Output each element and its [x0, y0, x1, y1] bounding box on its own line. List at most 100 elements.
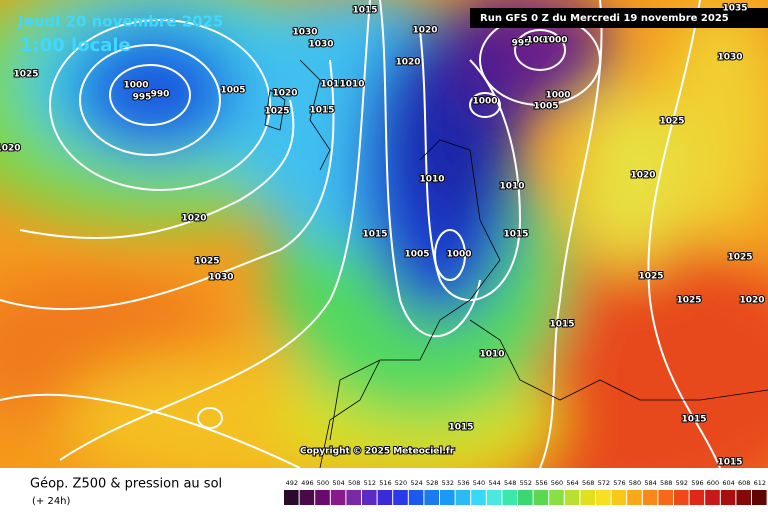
- isobar-label: 1015: [320, 80, 345, 90]
- isobar-label: 1015: [681, 415, 706, 425]
- scale-label: 584: [644, 479, 656, 487]
- isobar-label: 1015: [448, 423, 473, 433]
- scale-label: 556: [535, 479, 547, 487]
- forecast-date: Jeudi 20 novembre 2025: [17, 13, 223, 31]
- scale-swatch: [362, 490, 377, 505]
- isobar-label: 1010: [419, 175, 444, 185]
- scale-label: 604: [722, 479, 734, 487]
- scale-label: 596: [691, 479, 703, 487]
- footer-title: Géop. Z500 & pression au sol: [30, 477, 222, 492]
- scale-label: 564: [566, 479, 578, 487]
- isobar-label: 990: [151, 90, 170, 100]
- scale-label: 576: [613, 479, 625, 487]
- scale-swatch: [689, 490, 705, 505]
- isobar-label: 1030: [717, 53, 742, 63]
- scale-swatch: [533, 490, 549, 505]
- scale-swatch: [455, 490, 471, 505]
- run-banner: [470, 8, 768, 28]
- isobar-label: 1030: [292, 28, 317, 38]
- isobar-label: 1020: [739, 296, 764, 306]
- scale-swatch: [752, 490, 767, 505]
- scale-swatch: [471, 490, 486, 505]
- isobar-label: 1025: [659, 117, 684, 127]
- scale-swatch: [299, 490, 315, 505]
- copyright: Copyright © 2025 Meteociel.fr: [300, 447, 455, 457]
- isobar-label: 1020: [181, 214, 206, 224]
- scale-label: 540: [473, 479, 485, 487]
- scale-label: 612: [754, 479, 766, 487]
- isobar-label: 1010: [479, 350, 504, 360]
- scale-label: 608: [738, 479, 750, 487]
- coastlines: [264, 59, 768, 468]
- scale-label: 544: [488, 479, 500, 487]
- scale-swatch: [596, 490, 611, 505]
- scale-swatch: [549, 490, 564, 505]
- scale-label: 508: [348, 479, 360, 487]
- scale-swatch: [408, 490, 424, 505]
- scale-label: 560: [551, 479, 563, 487]
- isobar-label: 1020: [0, 144, 21, 154]
- isobar-label: 1000: [472, 97, 497, 107]
- scale-swatch: [346, 490, 361, 505]
- isobar-label: 1015: [503, 230, 528, 240]
- isobars: [0, 0, 721, 468]
- isobar-label: 1020: [630, 171, 655, 181]
- isobar-label: 995: [512, 39, 531, 49]
- isobar-label: 1025: [264, 107, 289, 117]
- isobar-label: 1025: [638, 272, 663, 282]
- scale-label: 504: [332, 479, 344, 487]
- scale-swatch: [424, 490, 439, 505]
- scale-swatch: [315, 490, 330, 505]
- isobar-label: 1020: [395, 58, 420, 68]
- scale-swatch: [502, 490, 517, 505]
- isobar-label: 1010: [499, 182, 524, 192]
- scale-swatch: [720, 490, 736, 505]
- isobar-label: 1010: [339, 80, 364, 90]
- scale-swatch: [440, 490, 455, 505]
- scale-swatch: [284, 490, 299, 505]
- isobar-label: 1025: [194, 257, 219, 267]
- scale-label: 580: [629, 479, 641, 487]
- isobar-label: 1020: [272, 89, 297, 99]
- scale-swatch: [658, 490, 673, 505]
- color-scale: 492 496 500 504 508 512 516 520 524 528 532 536 540 5…: [284, 479, 767, 505]
- forecast-time: 1:00 locale: [20, 35, 131, 56]
- isobar-label: 1000: [123, 81, 148, 91]
- isobar-label: 995: [133, 93, 152, 103]
- scale-label: 568: [582, 479, 594, 487]
- isobar-label: 1000: [545, 91, 570, 101]
- isobar-label: 1015: [717, 458, 742, 468]
- isobar-label: 1015: [362, 230, 387, 240]
- isobar-label: 1000: [446, 250, 471, 260]
- isobar-label: 1005: [220, 86, 245, 96]
- scale-label: 572: [598, 479, 610, 487]
- scale-swatch: [642, 490, 658, 505]
- scale-label: 528: [426, 479, 438, 487]
- scale-label: 500: [317, 479, 329, 487]
- scale-label: 600: [707, 479, 719, 487]
- isobar-label: 1005: [404, 250, 429, 260]
- scale-swatch: [674, 490, 689, 505]
- scale-label: 496: [301, 479, 313, 487]
- isobar-label: 1015: [309, 106, 334, 116]
- isobar-label: 1030: [308, 40, 333, 50]
- scale-swatch: [377, 490, 393, 505]
- scale-swatch: [518, 490, 533, 505]
- scale-label: 552: [520, 479, 532, 487]
- scale-swatch: [705, 490, 720, 505]
- isobar-label: 1025: [13, 70, 38, 80]
- scale-swatch: [611, 490, 627, 505]
- scale-label: 588: [660, 479, 672, 487]
- footer-subtitle: (+ 24h): [32, 496, 71, 507]
- scale-swatch: [627, 490, 642, 505]
- scale-label: 520: [395, 479, 407, 487]
- run-info: Run GFS 0 Z du Mercredi 19 novembre 2025: [480, 13, 729, 24]
- scale-label: 524: [410, 479, 422, 487]
- isobar-label: 1020: [412, 26, 437, 36]
- isobar-label: 1025: [676, 296, 701, 306]
- scale-swatch: [736, 490, 751, 505]
- isobar-label: 1000: [542, 36, 567, 46]
- isobar-label: 1005: [533, 102, 558, 112]
